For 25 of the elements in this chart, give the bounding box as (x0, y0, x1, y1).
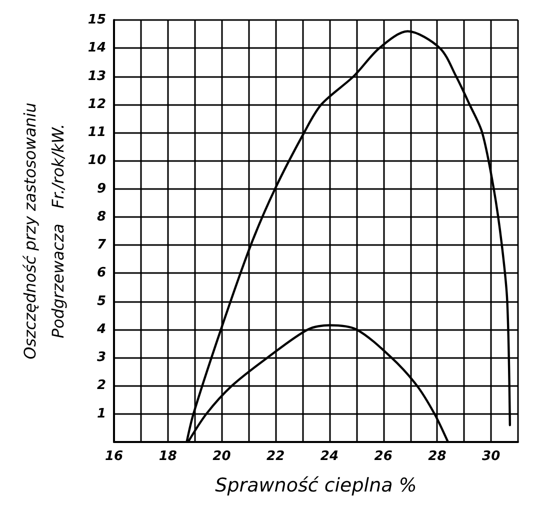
x-tick-label: 18 (158, 449, 177, 464)
y-tick-label: 5 (96, 294, 106, 309)
x-axis-title: Sprawność cieplna % (215, 474, 417, 496)
y-tick-label: 1 (96, 406, 106, 422)
x-tick-label: 22 (266, 449, 285, 464)
y-tick-label: 4 (96, 322, 106, 337)
x-tick-label: 30 (482, 449, 500, 464)
y-tick-label: 3 (96, 350, 106, 366)
y-tick-label: 14 (88, 40, 106, 56)
x-tick-label: 28 (428, 449, 446, 464)
y-tick-label: 2 (96, 378, 106, 394)
x-tick-label: 24 (320, 449, 339, 464)
x-tick-label: 16 (104, 449, 124, 464)
x-tick-label: 26 (374, 449, 392, 464)
y-axis-title: Oszczędność przy zastosowaniu Podgrzewacza Fr./rok/kW. (20, 102, 68, 360)
y-tick-label: 6 (96, 266, 106, 281)
y-tick-label: 7 (96, 238, 107, 253)
y-tick-label: 15 (88, 12, 106, 28)
y-tick-label: 9 (96, 181, 106, 196)
y-tick-label: 11 (88, 125, 106, 140)
y-tick-label: 10 (88, 153, 106, 168)
y-tick-label: 8 (96, 209, 106, 224)
y-tick-label: 13 (88, 68, 106, 84)
y-tick-label: 12 (88, 96, 106, 112)
x-tick-label: 20 (212, 449, 231, 464)
